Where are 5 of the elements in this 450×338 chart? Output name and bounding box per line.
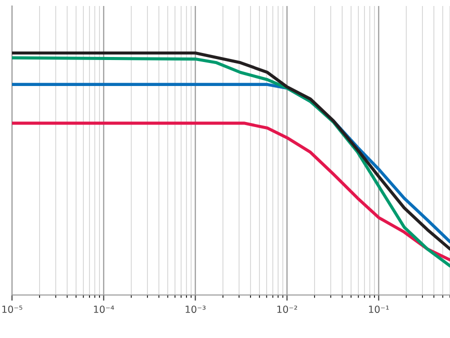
- x-tick-label: 10⁻¹: [369, 306, 389, 313]
- x-tick-label: 10⁻³: [186, 306, 206, 313]
- x-tick-label: 10⁻⁵: [2, 306, 22, 313]
- x-tick-label: 10⁻²: [277, 306, 298, 313]
- x-tick-label: 10⁻⁴: [94, 306, 114, 313]
